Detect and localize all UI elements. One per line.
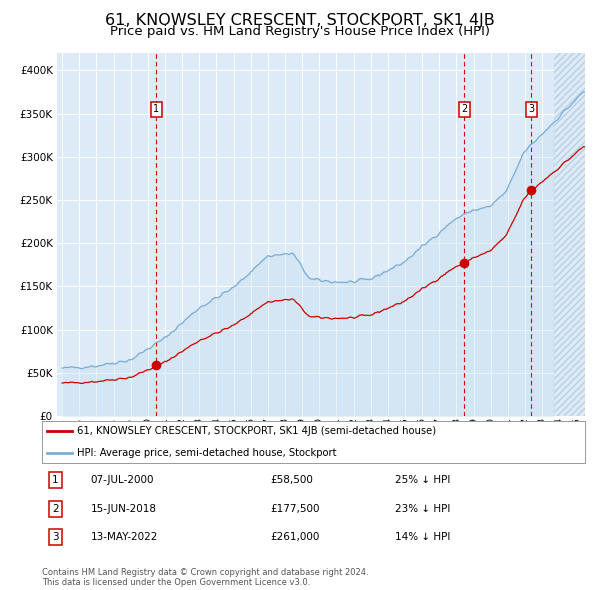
Text: £177,500: £177,500: [270, 504, 320, 514]
Text: 1: 1: [154, 104, 160, 114]
Text: 61, KNOWSLEY CRESCENT, STOCKPORT, SK1 4JB (semi-detached house): 61, KNOWSLEY CRESCENT, STOCKPORT, SK1 4J…: [77, 427, 436, 436]
Text: 07-JUL-2000: 07-JUL-2000: [91, 476, 154, 486]
Text: 1: 1: [52, 476, 59, 486]
Text: 25% ↓ HPI: 25% ↓ HPI: [395, 476, 451, 486]
Text: Contains HM Land Registry data © Crown copyright and database right 2024.
This d: Contains HM Land Registry data © Crown c…: [42, 568, 368, 587]
Text: 3: 3: [528, 104, 535, 114]
Text: 13-MAY-2022: 13-MAY-2022: [91, 532, 158, 542]
Text: 15-JUN-2018: 15-JUN-2018: [91, 504, 157, 514]
Text: 61, KNOWSLEY CRESCENT, STOCKPORT, SK1 4JB: 61, KNOWSLEY CRESCENT, STOCKPORT, SK1 4J…: [105, 13, 495, 28]
Text: 3: 3: [52, 532, 59, 542]
Text: 14% ↓ HPI: 14% ↓ HPI: [395, 532, 451, 542]
Text: 23% ↓ HPI: 23% ↓ HPI: [395, 504, 451, 514]
Text: £58,500: £58,500: [270, 476, 313, 486]
Text: 2: 2: [461, 104, 467, 114]
Text: 2: 2: [52, 504, 59, 514]
Text: HPI: Average price, semi-detached house, Stockport: HPI: Average price, semi-detached house,…: [77, 448, 337, 457]
Text: Price paid vs. HM Land Registry's House Price Index (HPI): Price paid vs. HM Land Registry's House …: [110, 25, 490, 38]
Text: £261,000: £261,000: [270, 532, 319, 542]
